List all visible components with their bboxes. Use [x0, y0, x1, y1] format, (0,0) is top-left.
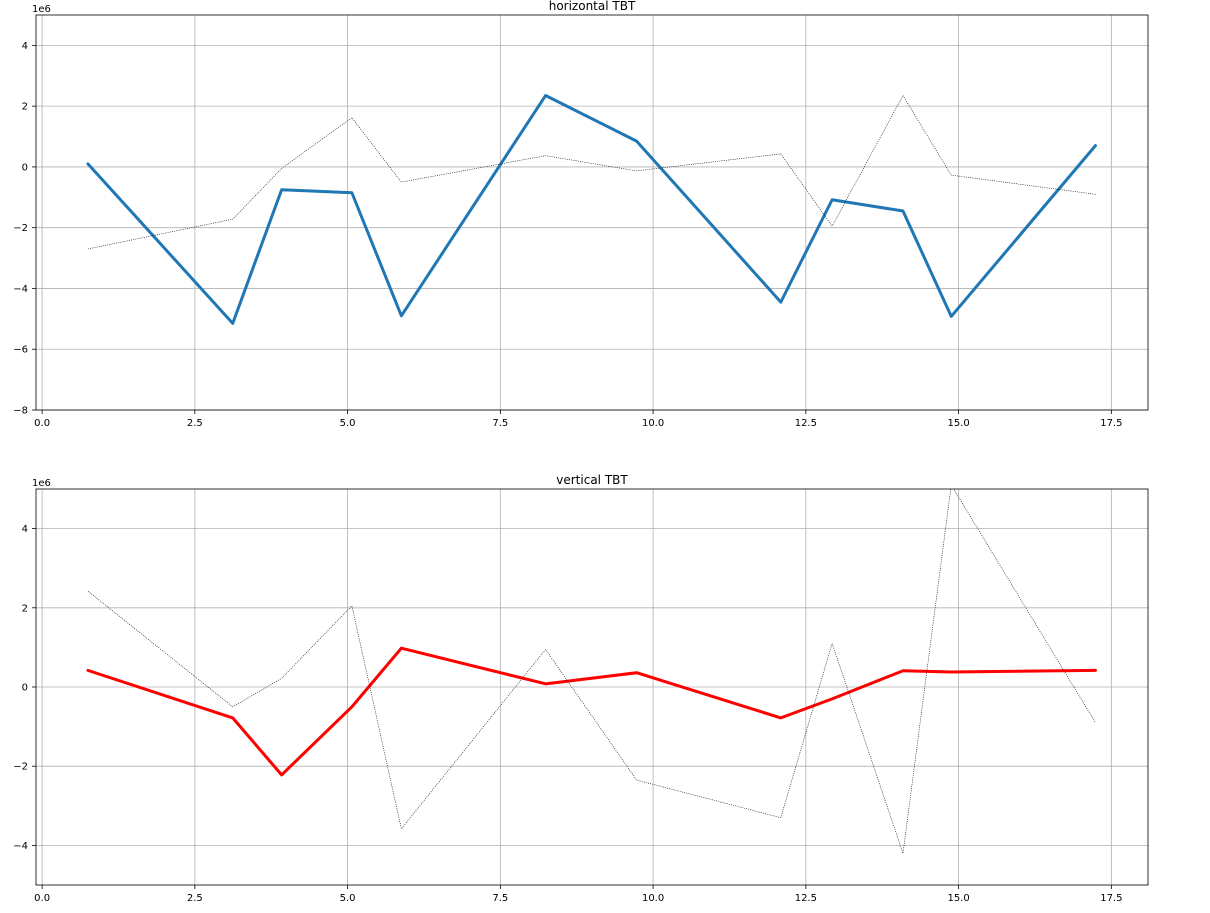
x-tick-label: 10.0 — [642, 418, 664, 429]
horizontal-tbt-chart: 0.0 2.5 5.0 7.5 10.0 12.5 15.0 17.5 −8 −6 −4 −2 0 2 4 h… — [13, 0, 1149, 429]
y-tick-label: 0 — [22, 683, 28, 694]
chart-title: vertical TBT — [556, 473, 628, 487]
x-tick-label: 7.5 — [492, 418, 508, 429]
vertical-tbt-chart: 0.0 2.5 5.0 7.5 10.0 12.5 15.0 17.5 −4 −2 0 2 4 verti… — [13, 473, 1149, 904]
y-tick-label: 2 — [22, 102, 28, 113]
x-tick-label: 2.5 — [187, 418, 203, 429]
x-tick-label: 7.5 — [492, 893, 508, 904]
y-offset-label: 1e6 — [32, 478, 51, 489]
y-tick-label: −4 — [13, 284, 28, 295]
y-tick-label: −2 — [13, 762, 28, 773]
x-tick-label: 2.5 — [187, 893, 203, 904]
series-line-main — [86, 94, 1097, 325]
x-tick-label: 12.5 — [795, 418, 817, 429]
x-tick-label: 15.0 — [947, 418, 969, 429]
y-tick-label: 4 — [22, 524, 28, 535]
y-offset-label: 1e6 — [32, 4, 51, 15]
axes-frame — [35, 14, 1149, 411]
x-tick-label: 15.0 — [947, 893, 969, 904]
y-tick-label: 2 — [22, 603, 28, 614]
y-tick-label: 0 — [22, 162, 28, 173]
y-tick-label: −6 — [13, 345, 28, 356]
x-tick-label: 17.5 — [1100, 893, 1122, 904]
x-tick-label: 10.0 — [642, 893, 664, 904]
x-tick-label: 12.5 — [795, 893, 817, 904]
x-tick-label: 5.0 — [340, 418, 356, 429]
series-line-dotted — [87, 489, 1096, 854]
series-line-main — [86, 646, 1097, 777]
x-tick-label: 0.0 — [34, 418, 50, 429]
y-tick-label: −2 — [13, 223, 28, 234]
y-tick-label: −4 — [13, 841, 28, 852]
y-tick-label: 4 — [22, 41, 28, 52]
chart-title: horizontal TBT — [549, 0, 636, 13]
x-tick-label: 17.5 — [1100, 418, 1122, 429]
x-tick-label: 0.0 — [34, 893, 50, 904]
series-line-dotted — [87, 95, 1096, 250]
y-tick-label: −8 — [13, 406, 28, 417]
x-tick-label: 5.0 — [340, 893, 356, 904]
